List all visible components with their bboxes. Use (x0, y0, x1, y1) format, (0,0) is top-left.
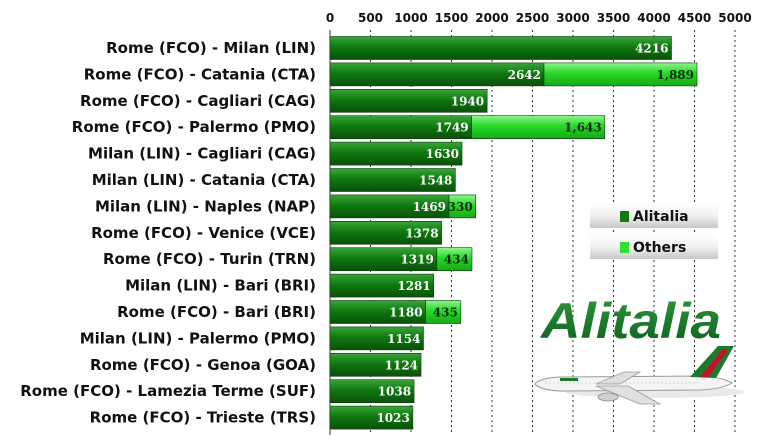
bar-alitalia-rome-fco-venice-vce (329, 221, 442, 245)
legend: Alitalia Others (590, 204, 718, 259)
legend-swatch-others (620, 242, 629, 253)
category-label-rome-fco-milan-lin: Rome (FCO) - Milan (LIN) (106, 39, 316, 57)
x-tick-label: 4000 (637, 11, 670, 25)
category-label-milan-lin-cagliari-cag: Milan (LIN) - Cagliari (CAG) (88, 145, 316, 163)
data-label-alitalia-rome-fco-bari-bri: 1180 (389, 306, 422, 320)
data-label-alitalia-milan-lin-bari-bri: 1281 (397, 279, 430, 293)
bar-others-rome-fco-palermo-pmo (471, 115, 606, 139)
category-labels: Rome (FCO) - Milan (LIN) Rome (FCO) - Cat… (20, 39, 316, 427)
data-label-others-rome-fco-bari-bri: 435 (433, 306, 458, 320)
logo-wordmark: Alitalia (539, 293, 721, 349)
bar-alitalia-rome-fco-trieste-trs (329, 405, 414, 430)
category-label-rome-fco-lamezia-terme-suf: Rome (FCO) - Lamezia Terme (SUF) (20, 382, 316, 400)
alitalia-logo: Alitalia (539, 293, 721, 349)
data-label-alitalia-rome-fco-venice-vce: 1378 (405, 226, 438, 240)
bar-alitalia-milan-lin-palermo-pmo (329, 326, 424, 351)
category-label-rome-fco-venice-vce: Rome (FCO) - Venice (VCE) (91, 224, 316, 242)
category-label-rome-fco-cagliari-cag: Rome (FCO) - Cagliari (CAG) (80, 92, 316, 110)
data-label-alitalia-rome-fco-palermo-pmo: 1749 (435, 121, 468, 135)
x-tick-label: 5000 (718, 11, 751, 25)
data-label-others-rome-fco-palermo-pmo: 1,643 (564, 121, 602, 135)
x-tick-label: 2500 (516, 11, 549, 25)
bar-others-rome-fco-bari-bri (425, 300, 462, 324)
category-label-milan-lin-catania-cta: Milan (LIN) - Catania (CTA) (92, 171, 316, 189)
bar-alitalia-rome-fco-lamezia-terme-suf (329, 379, 415, 404)
airplane-icon (534, 346, 745, 405)
x-tick-label: 500 (358, 11, 383, 25)
legend-label-alitalia: Alitalia (633, 209, 689, 225)
data-label-alitalia-rome-fco-milan-lin: 4216 (635, 42, 668, 56)
bar-alitalia-rome-fco-milan-lin (329, 36, 672, 60)
x-tick-label: 0 (326, 11, 334, 25)
category-label-rome-fco-turin-trn: Rome (FCO) - Turin (TRN) (103, 250, 316, 268)
category-label-rome-fco-palermo-pmo: Rome (FCO) - Palermo (PMO) (72, 118, 316, 136)
legend-swatch-alitalia (620, 211, 629, 222)
legend-row-bg (590, 204, 718, 228)
x-tick-label: 3500 (597, 11, 630, 25)
bar-others-milan-lin-naples-nap (448, 194, 477, 219)
bar-alitalia-rome-fco-genoa-goa (329, 352, 422, 377)
x-tick-label: 4500 (678, 11, 711, 25)
data-label-alitalia-milan-lin-naples-nap: 1469 (413, 200, 446, 214)
bar-others-rome-fco-catania-cta (543, 62, 698, 87)
data-label-alitalia-milan-lin-cagliari-cag: 1630 (426, 147, 459, 161)
bars: 4216 2642 1,889 1940 1749 1,643 1630 1548 1469 33… (329, 36, 698, 430)
data-label-others-milan-lin-naples-nap: 330 (448, 200, 473, 214)
legend-label-others: Others (633, 240, 686, 256)
x-tick-label: 1500 (435, 11, 468, 25)
x-tick-label: 2000 (475, 11, 508, 25)
category-label-milan-lin-naples-nap: Milan (LIN) - Naples (NAP) (95, 197, 316, 215)
data-label-others-rome-fco-turin-trn: 434 (444, 253, 469, 267)
x-tick-label: 3000 (556, 11, 589, 25)
category-label-milan-lin-bari-bri: Milan (LIN) - Bari (BRI) (125, 277, 316, 295)
data-label-alitalia-milan-lin-catania-cta: 1548 (419, 174, 452, 188)
x-tick-label: 1000 (394, 11, 427, 25)
data-label-alitalia-rome-fco-cagliari-cag: 1940 (451, 94, 484, 108)
x-axis-ticks: 0 500 1000 1500 2000 2500 3000 3500 4000 4500 5000 (326, 11, 752, 25)
data-label-alitalia-rome-fco-lamezia-terme-suf: 1038 (378, 385, 411, 399)
category-label-rome-fco-catania-cta: Rome (FCO) - Catania (CTA) (84, 65, 316, 83)
category-label-rome-fco-genoa-goa: Rome (FCO) - Genoa (GOA) (90, 356, 316, 374)
data-label-alitalia-rome-fco-trieste-trs: 1023 (376, 411, 409, 425)
bar-others-rome-fco-turin-trn (436, 247, 473, 271)
bar-alitalia-milan-lin-cagliari-cag (329, 141, 463, 166)
data-label-others-rome-fco-catania-cta: 1,889 (656, 68, 694, 82)
data-label-alitalia-rome-fco-catania-cta: 2642 (508, 68, 541, 82)
bar-alitalia-milan-lin-bari-bri (329, 273, 435, 298)
category-label-milan-lin-palermo-pmo: Milan (LIN) - Palermo (PMO) (80, 329, 316, 347)
bar-alitalia-milan-lin-catania-cta (329, 168, 456, 192)
data-label-alitalia-milan-lin-palermo-pmo: 1154 (387, 332, 420, 346)
category-label-rome-fco-trieste-trs: Rome (FCO) - Trieste (TRS) (90, 409, 316, 427)
bar-alitalia-rome-fco-cagliari-cag (329, 89, 488, 113)
data-label-alitalia-rome-fco-turin-trn: 1319 (400, 253, 433, 267)
legend-row-bg (590, 235, 718, 259)
data-label-alitalia-rome-fco-genoa-goa: 1124 (385, 358, 418, 372)
category-label-rome-fco-bari-bri: Rome (FCO) - Bari (BRI) (117, 303, 316, 321)
